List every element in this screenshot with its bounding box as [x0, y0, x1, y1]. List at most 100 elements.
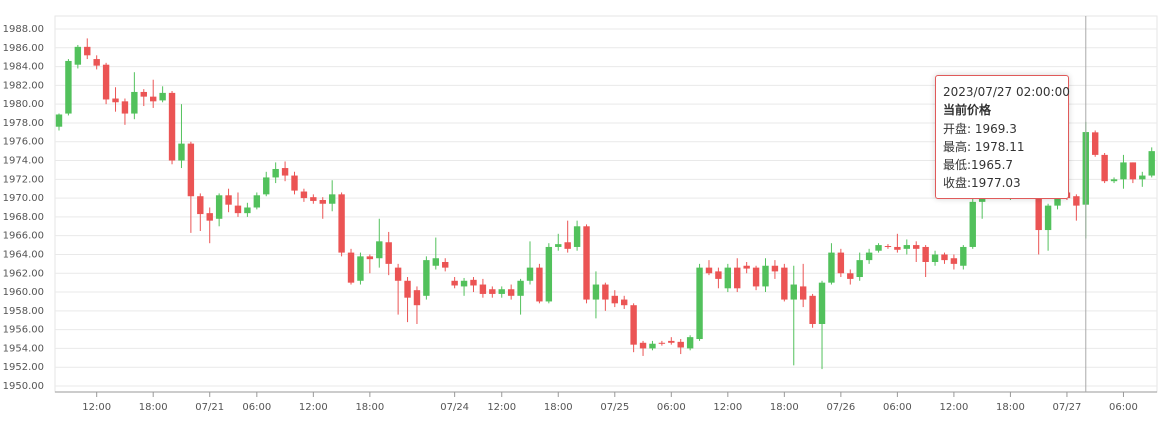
candle-body	[225, 195, 232, 205]
x-tick-label: 18:00	[770, 402, 799, 413]
candle-body	[686, 337, 694, 349]
candle-body	[621, 299, 628, 306]
candle-body	[856, 260, 863, 278]
candle-body	[865, 252, 873, 261]
candle-body	[112, 98, 119, 103]
candle-body	[931, 254, 939, 262]
candle-body	[1101, 154, 1108, 182]
candle-body	[790, 284, 797, 300]
x-tick-label: 18:00	[544, 402, 573, 413]
x-tick-label: 07/24	[440, 402, 469, 413]
candle-body	[658, 342, 666, 344]
y-tick-label: 1974.00	[3, 156, 44, 167]
candle-body	[724, 267, 732, 289]
candle-body	[602, 284, 609, 300]
y-tick-label: 1976.00	[3, 137, 44, 148]
tooltip-value: 1965.7	[971, 158, 1014, 173]
x-tick-label: 18:00	[996, 402, 1025, 413]
candle-body	[941, 254, 948, 261]
x-tick-label: 12:00	[939, 402, 968, 413]
candle-body	[300, 191, 308, 199]
candle-body	[319, 199, 326, 204]
y-tick-label: 1970.00	[3, 193, 44, 204]
candle-body	[310, 197, 317, 201]
candle-body	[187, 143, 195, 197]
candle-body	[950, 258, 958, 264]
candle-body	[894, 246, 901, 250]
candle-body	[470, 279, 477, 286]
candle-body	[847, 273, 854, 279]
tooltip-label: 最高:	[943, 139, 975, 154]
candle-body	[799, 286, 807, 300]
x-tick-label: 07/27	[1053, 402, 1082, 413]
candle-body	[178, 143, 185, 161]
candle-body	[432, 258, 439, 266]
candle-body	[366, 256, 374, 260]
y-tick-label: 1960.00	[3, 287, 44, 298]
y-tick-label: 1980.00	[3, 99, 44, 110]
candle-body	[347, 252, 355, 283]
candle-body	[357, 256, 364, 281]
candle-body	[592, 284, 600, 300]
y-tick-label: 1972.00	[3, 174, 44, 185]
y-tick-label: 1966.00	[3, 231, 44, 242]
candle-body	[743, 265, 750, 269]
tooltip-value: 1977.03	[971, 176, 1021, 191]
x-tick-label: 06:00	[883, 402, 912, 413]
tooltip-row: 最低:1965.7	[943, 156, 1068, 174]
candle-body	[206, 213, 213, 221]
candle-body	[903, 245, 910, 249]
tooltip-value: 1969.3	[974, 121, 1017, 136]
x-tick-label: 06:00	[242, 402, 271, 413]
y-tick-label: 1956.00	[3, 325, 44, 336]
candle-body	[1148, 151, 1155, 176]
candle-body	[526, 267, 534, 281]
candle-body	[93, 59, 100, 66]
x-tick-label: 07/25	[600, 402, 629, 413]
candle-body	[809, 295, 816, 324]
x-tick-label: 12:00	[487, 402, 516, 413]
y-tick-label: 1958.00	[3, 306, 44, 317]
candle-body	[404, 280, 411, 298]
candle-body	[762, 265, 769, 287]
x-tick-label: 06:00	[657, 402, 686, 413]
y-tick-label: 1968.00	[3, 212, 44, 223]
candle-body	[423, 260, 430, 296]
candle-body	[498, 289, 505, 294]
candle-body	[1073, 196, 1080, 206]
tooltip-series: 当前价格	[943, 103, 992, 118]
y-tick-label: 1982.00	[3, 80, 44, 91]
candle-body	[338, 194, 345, 253]
candle-body	[611, 295, 618, 304]
y-tick-label: 1984.00	[3, 62, 44, 73]
candle-body	[263, 177, 270, 195]
candle-body	[234, 205, 242, 214]
candle-body	[630, 305, 637, 345]
candle-body	[573, 226, 581, 247]
candle-body	[536, 267, 543, 302]
candle-body	[140, 91, 147, 97]
tooltip-title: 2023/07/27 02:00:00	[943, 85, 1070, 99]
y-tick-label: 1988.00	[3, 24, 44, 35]
candle-body	[489, 289, 496, 294]
candle-body	[1044, 205, 1052, 231]
candle-body	[460, 280, 468, 287]
candle-body	[159, 92, 166, 101]
candle-body	[197, 196, 204, 215]
candle-body	[507, 289, 515, 296]
candle-body	[960, 246, 967, 266]
candle-body	[385, 242, 392, 264]
candle-body	[376, 241, 383, 259]
tooltip-label: 最低:	[943, 158, 972, 173]
candle-body	[442, 261, 449, 268]
candle-body	[913, 245, 920, 249]
candle-body	[1139, 175, 1146, 180]
y-tick-label: 1950.00	[3, 381, 44, 392]
candle-body	[969, 201, 976, 247]
candle-body	[517, 280, 524, 296]
candle-body	[291, 175, 298, 191]
y-tick-label: 1986.00	[3, 43, 44, 54]
candle-body	[272, 168, 279, 178]
candle-body	[328, 194, 336, 204]
